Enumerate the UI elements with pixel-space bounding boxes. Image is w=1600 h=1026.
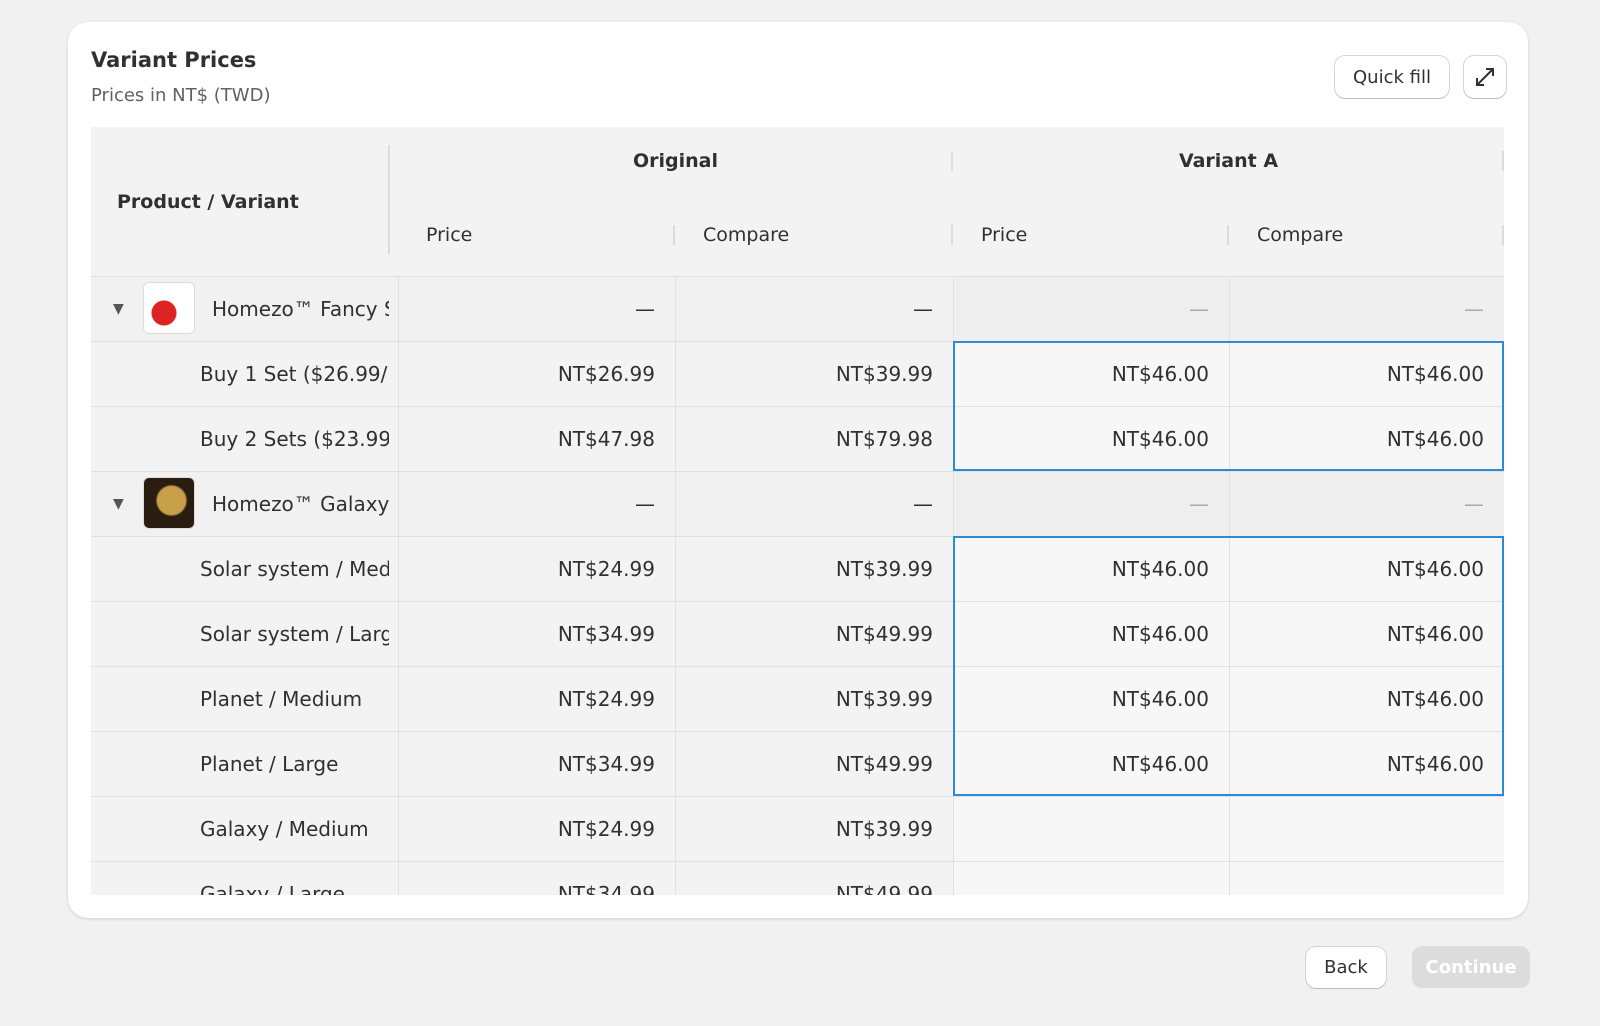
- price-cell: [1229, 861, 1504, 895]
- price-cell: NT$46.00: [953, 666, 1229, 731]
- price-cell: —: [953, 276, 1229, 341]
- column-header: Product / Variant: [117, 190, 299, 213]
- variant-name: Solar system / Mediu: [200, 556, 389, 581]
- column-header: Compare: [703, 224, 790, 246]
- variant-area: [953, 731, 1504, 796]
- price-cell: NT$39.99: [675, 666, 953, 731]
- price-cell: NT$39.99: [675, 341, 953, 406]
- expand-icon: [1476, 68, 1494, 86]
- column-header: Compare: [1257, 224, 1344, 246]
- price-cell: NT$24.99: [398, 536, 675, 601]
- variant-area: [953, 666, 1504, 731]
- expand-toggle: ▼: [113, 495, 124, 512]
- variant-area: [953, 861, 1504, 895]
- price-cell: [953, 796, 1229, 861]
- price-cell: NT$46.00: [1229, 601, 1504, 666]
- product-name: Homezo™ Fancy Sh: [212, 296, 389, 321]
- variant-name: Planet / Medium: [200, 686, 363, 711]
- price-cell: NT$46.00: [953, 406, 1229, 471]
- price-cell: NT$46.00: [1229, 731, 1504, 796]
- price-cell: NT$46.00: [953, 601, 1229, 666]
- price-cell: NT$49.99: [675, 731, 953, 796]
- price-cell: NT$46.00: [953, 341, 1229, 406]
- price-cell: NT$46.00: [953, 536, 1229, 601]
- title: Variant Prices: [91, 48, 257, 72]
- quick-fill-button[interactable]: Quick fill: [1335, 56, 1449, 98]
- price-cell: —: [675, 276, 953, 341]
- price-cell: NT$26.99: [398, 341, 675, 406]
- variant-name: Planet / Large: [200, 751, 339, 776]
- variant-name: Buy 2 Sets ($23.99/ E: [200, 426, 389, 451]
- price-cell: NT$46.00: [1229, 536, 1504, 601]
- sep: [1502, 225, 1504, 245]
- price-cell: NT$34.99: [398, 601, 675, 666]
- price-cell: —: [953, 471, 1229, 536]
- price-cell: NT$49.99: [675, 861, 953, 895]
- column-header: Price: [426, 224, 473, 246]
- continue-button: Continue: [1412, 946, 1530, 988]
- expand-toggle: ▼: [113, 300, 124, 317]
- price-cell: NT$49.99: [675, 601, 953, 666]
- group-header: Variant A: [1178, 150, 1279, 172]
- sep: [1502, 151, 1504, 171]
- price-cell: [953, 861, 1229, 895]
- price-cell: —: [675, 471, 953, 536]
- sep: [388, 145, 390, 254]
- product-thumbnail: [143, 477, 195, 529]
- variant-area: [953, 536, 1504, 601]
- price-cell: NT$34.99: [398, 731, 675, 796]
- price-cell: NT$39.99: [675, 536, 953, 601]
- back-button[interactable]: Back: [1306, 947, 1386, 988]
- variant-area: [953, 406, 1504, 471]
- price-cell: NT$46.00: [1229, 406, 1504, 471]
- price-cell: NT$39.99: [675, 796, 953, 861]
- price-cell: NT$24.99: [398, 666, 675, 731]
- variant-name: Buy 1 Set ($26.99/ Ea: [200, 361, 389, 386]
- product-thumbnail: [143, 282, 195, 334]
- variant-name: Solar system / Large: [200, 621, 389, 646]
- price-table: Product / Variant Original Variant A Price C…: [91, 127, 1504, 895]
- product-name: Homezo™ Galaxy C: [212, 491, 389, 516]
- price-cell: —: [1229, 276, 1504, 341]
- price-cell: NT$79.98: [675, 406, 953, 471]
- variant-area: [953, 471, 1504, 536]
- variant-name: Galaxy / Medium: [200, 816, 369, 841]
- price-cell: NT$46.00: [953, 731, 1229, 796]
- variant-name: Galaxy / Large: [200, 881, 345, 896]
- price-cell: NT$46.00: [1229, 341, 1504, 406]
- sep: [951, 225, 953, 245]
- price-cell: —: [398, 471, 675, 536]
- price-cell: NT$24.99: [398, 796, 675, 861]
- column-header: Price: [981, 224, 1028, 246]
- group-header: Original: [632, 150, 718, 172]
- variant-area: [953, 796, 1504, 861]
- expand-button[interactable]: [1464, 56, 1506, 98]
- price-cell: [1229, 796, 1504, 861]
- price-cell: NT$46.00: [1229, 666, 1504, 731]
- price-cell: NT$47.98: [398, 406, 675, 471]
- sep: [951, 151, 953, 171]
- variant-area: [953, 601, 1504, 666]
- price-cell: —: [398, 276, 675, 341]
- price-cell: NT$34.99: [398, 861, 675, 895]
- price-cell: —: [1229, 471, 1504, 536]
- sep: [1227, 225, 1229, 245]
- variant-area: [953, 276, 1504, 341]
- sep: [673, 225, 675, 245]
- subtitle: Prices in NT$ (TWD): [91, 85, 271, 106]
